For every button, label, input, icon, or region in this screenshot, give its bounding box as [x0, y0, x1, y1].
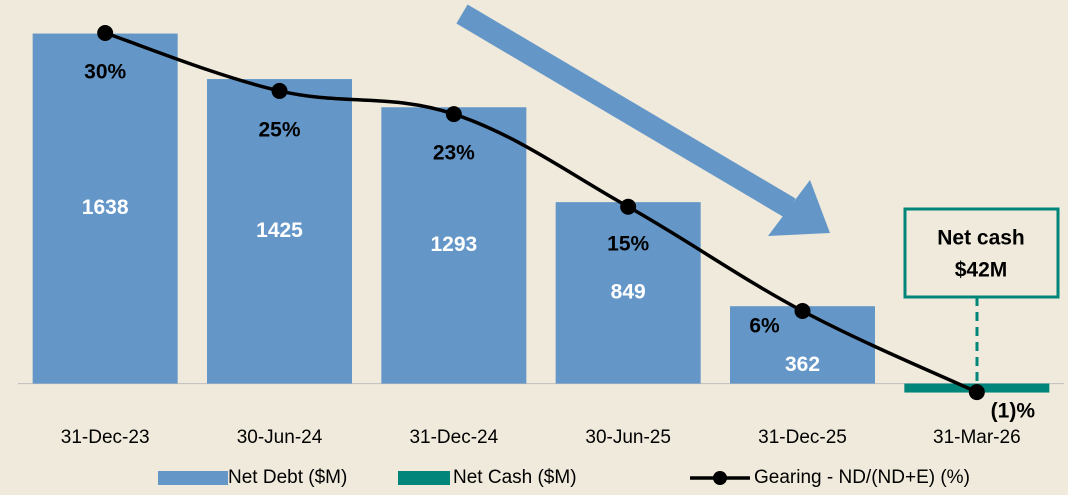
callout-box [903, 207, 1060, 299]
x-tick-label: 31-Dec-25 [758, 427, 847, 448]
x-tick-label: 31-Dec-23 [61, 427, 150, 448]
gearing-point [968, 384, 985, 401]
legend-swatch [398, 471, 450, 485]
gearing-point [271, 82, 288, 99]
gearing-value-label: 30% [84, 61, 126, 84]
x-tick-label: 30-Jun-25 [585, 427, 671, 448]
bar-value-label: 849 [611, 280, 646, 303]
bar [730, 306, 875, 384]
gearing-point [445, 106, 462, 123]
bar-value-label: 1425 [256, 219, 303, 242]
arrow-head [768, 180, 830, 236]
bar [381, 107, 527, 384]
legend-label: Net Cash ($M) [453, 467, 577, 488]
bar [555, 202, 701, 384]
callout-title: Net cash [937, 227, 1025, 250]
legend-label: Gearing - ND/(ND+E) (%) [754, 467, 970, 488]
gearing-line [104, 31, 978, 394]
x-tick-label: 30-Jun-24 [237, 427, 323, 448]
legend-swatch [158, 471, 228, 485]
trend-arrow [456, 4, 830, 236]
gearing-value-label: 6% [749, 315, 780, 338]
x-tick-label: 31-Dec-24 [409, 427, 498, 448]
arrow-shaft [456, 4, 796, 218]
gearing-point [620, 198, 637, 215]
legend-label: Net Debt ($M) [228, 467, 347, 488]
bar-value-label: 1293 [430, 233, 477, 256]
gearing-value-label: 25% [258, 118, 300, 141]
bar [207, 79, 352, 384]
callout-value: $42M [955, 259, 1008, 282]
legend-marker [713, 471, 727, 485]
gearing-value-label: 23% [433, 142, 475, 165]
net-cash-callout: Net cash $42M [903, 207, 1060, 383]
bar [32, 33, 178, 384]
bar-value-label: 1638 [82, 196, 129, 219]
gearing-point [97, 25, 114, 42]
gearing-value-label: (1)% [991, 400, 1036, 423]
gearing-value-label: 15% [607, 232, 649, 255]
bar-value-label: 362 [785, 353, 820, 376]
x-tick-label: 31-Mar-26 [933, 427, 1021, 448]
gearing-point [794, 303, 811, 320]
